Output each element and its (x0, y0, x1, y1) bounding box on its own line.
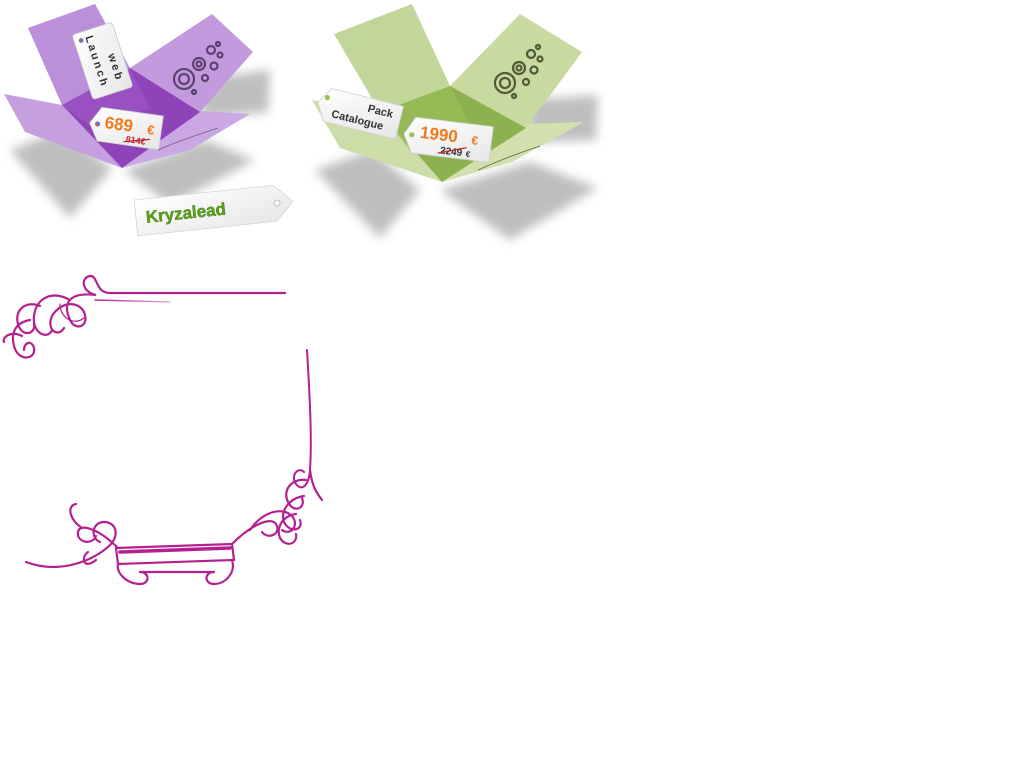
circles-logo-icon (172, 40, 224, 96)
box-flap-left (4, 94, 122, 168)
flourish-right (292, 349, 312, 489)
kryzalead-brand-tag[interactable]: Kryzalead (133, 183, 295, 237)
catalogue-old-currency: € (465, 150, 471, 160)
circles-logo-icon (493, 43, 544, 100)
brand-name: Kryzalead (145, 200, 227, 227)
catalogue-currency: € (471, 133, 480, 148)
pack-catalogue-offer-box[interactable]: Pack Catalogue 1990 € 2249 € (312, 4, 598, 240)
launch-price: 689 (104, 113, 135, 136)
launch-web-tag: Launch web (72, 22, 133, 100)
box-flap-back-right (450, 14, 582, 128)
catalogue-price: 1990 (419, 123, 459, 146)
decorative-flourish-frame (2, 274, 324, 586)
catalogue-price-tag: 1990 € 2249 € (403, 116, 494, 163)
launch-web-offer-box[interactable]: Launch web 689 € 814€ (4, 4, 270, 218)
launch-price-tag: 689 € 814€ (89, 106, 164, 151)
flourish-bottom (24, 502, 297, 586)
box-flap-back-left (334, 4, 450, 112)
flourish-top-left (2, 274, 287, 359)
launch-currency: € (146, 122, 155, 138)
